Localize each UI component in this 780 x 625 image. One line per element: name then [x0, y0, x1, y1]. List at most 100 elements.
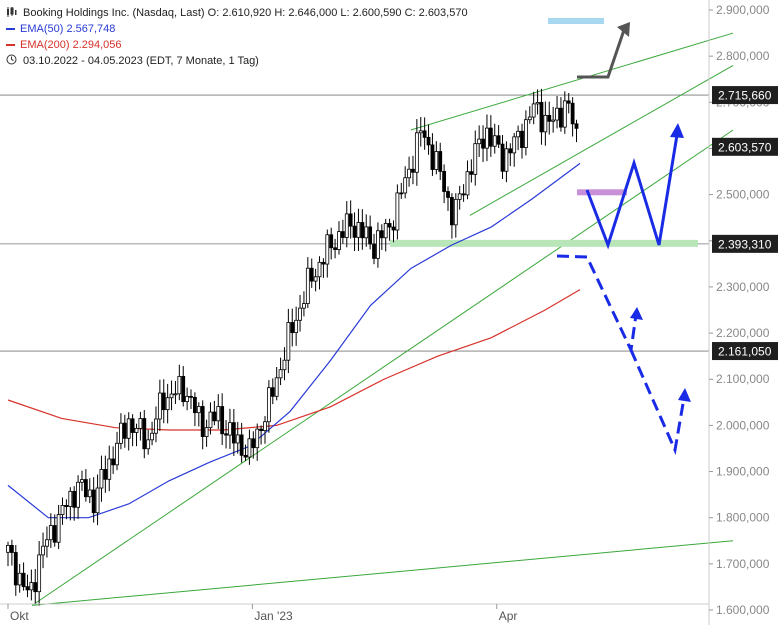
- candle-body: [41, 545, 45, 556]
- legend-ema200-label: EMA(200) 2.294,056: [20, 39, 122, 51]
- y-tick-label: 2.800,000: [716, 49, 770, 63]
- trend-line-channel-bottom: [469, 64, 734, 216]
- candle-body: [523, 119, 528, 148]
- candle-body: [157, 392, 162, 420]
- candle-body: [111, 458, 116, 466]
- candle-body: [333, 247, 337, 250]
- candle-body: [570, 102, 575, 125]
- price-level-badge: [712, 86, 778, 105]
- candle-body: [29, 582, 34, 591]
- candle-body: [107, 458, 112, 480]
- candle-body: [496, 135, 501, 145]
- candle-body: [177, 376, 182, 395]
- candle-body: [290, 322, 295, 333]
- candle-body: [457, 193, 462, 200]
- candle-body: [274, 377, 279, 397]
- trend-line-channel-top: [410, 32, 734, 131]
- candle-body: [103, 469, 108, 480]
- candle-body: [547, 114, 552, 122]
- candle-body: [516, 130, 521, 138]
- candle-body: [340, 231, 345, 238]
- candle-body: [504, 148, 509, 172]
- candlestick-icon: [6, 6, 17, 20]
- price-level-label: 2.603,570: [718, 140, 772, 154]
- candle-body: [99, 469, 104, 489]
- candle-body: [146, 439, 151, 450]
- candle-body: [379, 230, 384, 239]
- candle-body: [150, 432, 154, 441]
- candle-body: [566, 100, 571, 104]
- candle-body: [235, 434, 240, 444]
- candle-body: [87, 489, 92, 498]
- legend-ema200: EMA(200) 2.294,056: [6, 37, 468, 53]
- candle-body: [161, 392, 166, 411]
- candle-body: [251, 438, 256, 449]
- y-tick-label: 1.600,000: [716, 603, 770, 617]
- support-zone: [390, 239, 698, 247]
- candle-body: [189, 395, 193, 398]
- candle-body: [426, 136, 431, 146]
- candle-body: [364, 226, 369, 239]
- price-level-badge: [712, 137, 778, 156]
- ema200-line: [7, 289, 581, 431]
- moving-averages: [7, 162, 581, 519]
- candle-body: [492, 135, 497, 147]
- candle-body: [465, 171, 470, 196]
- time-axis: Okt Jan '23 Apr: [0, 603, 709, 623]
- price-level-badge: [712, 342, 778, 361]
- candle-body: [263, 421, 267, 432]
- candle-body: [224, 433, 228, 436]
- candle-body: [376, 230, 380, 259]
- candle-body: [13, 552, 18, 586]
- candle-body: [126, 418, 131, 439]
- candle-body: [372, 243, 376, 259]
- candle-body: [321, 261, 326, 265]
- y-tick-label: 2.200,000: [716, 326, 770, 340]
- candle-body: [527, 116, 532, 121]
- candle-body: [76, 481, 80, 508]
- candle-body: [173, 393, 178, 396]
- y-tick-label: 2.500,000: [716, 188, 770, 202]
- candle-body: [555, 107, 559, 121]
- candle-body: [9, 544, 14, 553]
- legend-period-row: 03.10.2022 - 04.05.2023 (EDT, 7 Monate, …: [6, 53, 468, 69]
- candle-body: [216, 406, 221, 422]
- candle-body: [278, 369, 283, 379]
- candle-body: [200, 406, 205, 437]
- candle-body: [309, 267, 314, 282]
- candle-body: [461, 193, 466, 196]
- legend-title-row: Booking Holdings Inc. (Nasdaq, Last) O: …: [6, 5, 468, 21]
- candle-body: [294, 319, 299, 333]
- candle-body: [212, 411, 217, 422]
- candle-body: [305, 267, 310, 304]
- candle-body: [64, 505, 69, 507]
- candle-body: [115, 442, 119, 466]
- candle-body: [488, 127, 493, 147]
- candle-body: [185, 395, 190, 403]
- candle-body: [473, 143, 478, 175]
- candle-body: [72, 490, 77, 508]
- candle-body: [539, 102, 544, 133]
- x-tick-label: Apr: [499, 609, 518, 623]
- candle-body: [391, 226, 396, 231]
- candle-body: [302, 303, 306, 309]
- legend-ema50: EMA(50) 2.567,748: [6, 21, 468, 37]
- candle-body: [352, 225, 357, 238]
- trend-lines: [31, 32, 734, 606]
- candle-body: [531, 103, 536, 118]
- price-level-label: 2.161,050: [718, 345, 772, 359]
- candle-body: [208, 411, 213, 429]
- candle-body: [282, 359, 287, 371]
- trend-line-long-support: [32, 540, 734, 606]
- candle-body: [383, 223, 388, 239]
- candle-body: [270, 387, 275, 397]
- bullish-w-pattern-arrow: [585, 134, 679, 250]
- y-tick-label: 1.700,000: [716, 557, 770, 571]
- y-tick-label: 2.000,000: [716, 418, 770, 432]
- candle-body: [259, 428, 264, 432]
- candle-body: [512, 136, 517, 154]
- candle-body: [395, 192, 400, 231]
- candle-body: [193, 396, 197, 414]
- candle-body: [298, 307, 302, 321]
- candle-body: [80, 479, 84, 483]
